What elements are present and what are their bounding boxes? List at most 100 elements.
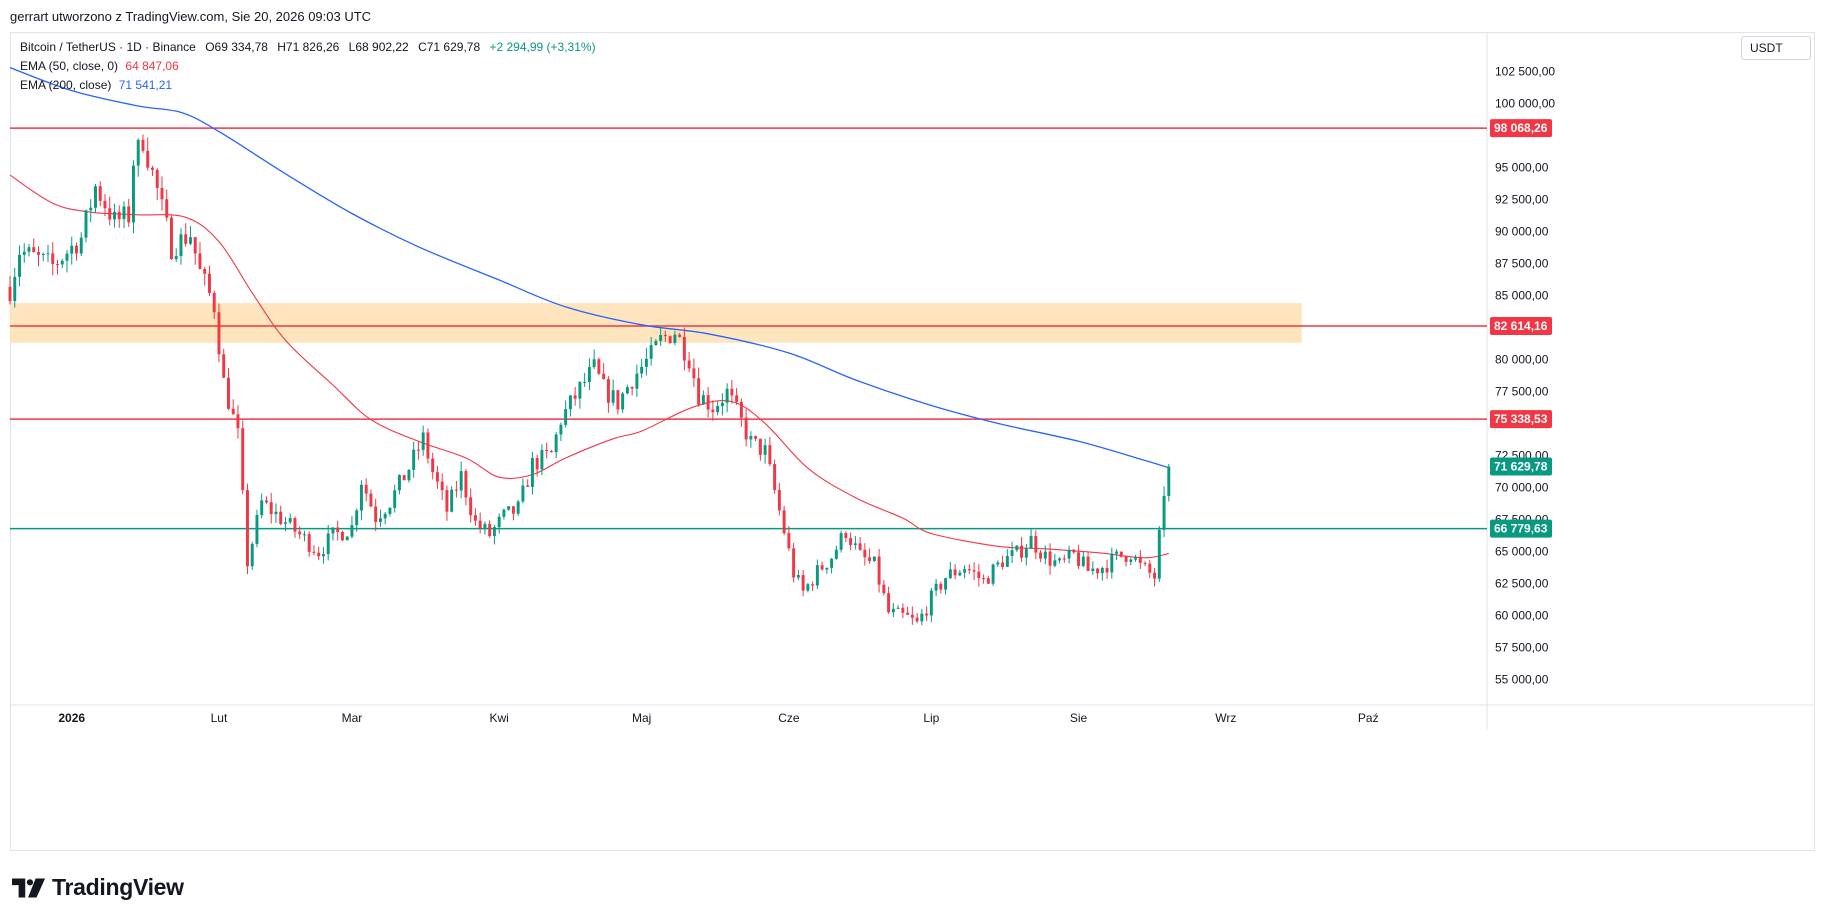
candle-body — [1043, 551, 1047, 559]
candle — [65, 249, 69, 273]
candle-body — [692, 368, 696, 379]
legend-ema200-row[interactable]: EMA (200, close) 71 541,21 — [20, 76, 602, 95]
candle — [1096, 567, 1100, 579]
legend-symbol[interactable]: Bitcoin / TetherUS · 1D · Binance — [20, 40, 196, 54]
candle-body — [611, 390, 615, 403]
candle-body — [454, 489, 458, 491]
candle — [473, 508, 477, 526]
candle-body — [1010, 550, 1014, 556]
candle-body — [597, 359, 601, 374]
candle-body — [412, 449, 416, 470]
candle — [1067, 545, 1071, 564]
chart-credit: gerrart utworzono z TradingView.com, Sie… — [10, 9, 372, 24]
candle-body — [321, 554, 325, 557]
currency-selector[interactable]: USDT — [1741, 36, 1811, 60]
candle — [554, 432, 558, 459]
candle-body — [521, 485, 525, 502]
candle — [545, 442, 549, 459]
candle-body — [255, 515, 259, 544]
candle — [497, 513, 501, 534]
candle — [986, 575, 990, 584]
candle-body — [792, 548, 796, 578]
candle-body — [407, 469, 411, 481]
legend-high: H71 826,26 — [277, 40, 340, 54]
candle — [127, 198, 131, 227]
candle-body — [1105, 567, 1109, 573]
candle-body — [56, 264, 59, 266]
candle — [1105, 559, 1109, 579]
candle — [293, 516, 297, 538]
legend-ema50-row[interactable]: EMA (50, close, 0) 64 847,06 — [20, 57, 602, 76]
candle — [654, 339, 658, 346]
tradingview-brand[interactable]: TradingView — [12, 874, 184, 901]
candle — [1015, 545, 1019, 552]
candle — [359, 480, 363, 521]
candle — [735, 387, 739, 405]
candle-body — [46, 253, 50, 255]
candle — [426, 428, 430, 464]
candle — [1143, 561, 1147, 567]
candle-body — [421, 432, 425, 450]
candle — [435, 465, 439, 489]
candle — [321, 547, 325, 564]
candle-body — [920, 613, 924, 622]
candle — [388, 507, 392, 517]
candle — [170, 214, 173, 260]
candle-body — [749, 436, 753, 440]
price-tick-label: 92 500,00 — [1495, 192, 1549, 206]
candle — [630, 386, 634, 396]
candle-body — [1157, 529, 1161, 579]
candle — [1157, 526, 1161, 583]
candle-body — [573, 395, 577, 399]
candle-body — [217, 312, 221, 355]
candle — [801, 570, 805, 597]
candle-body — [682, 336, 686, 361]
candle — [806, 582, 810, 593]
candle-body — [1124, 556, 1128, 562]
candle-body — [625, 387, 629, 394]
candle-body — [830, 558, 834, 568]
candle-body — [402, 475, 406, 481]
candle — [212, 290, 216, 319]
candle-body — [901, 607, 905, 613]
time-tick-label: Kwi — [489, 711, 508, 725]
price-tick-label: 62 500,00 — [1495, 576, 1549, 590]
candle — [564, 400, 568, 428]
candle-body — [84, 210, 88, 238]
candle — [1138, 550, 1142, 570]
candle — [649, 336, 653, 366]
candle — [336, 520, 340, 541]
candle-body — [1119, 551, 1123, 557]
candle — [939, 581, 943, 594]
candle-body — [450, 489, 454, 512]
candle-body — [758, 438, 762, 455]
candle — [108, 196, 112, 226]
candle — [207, 265, 211, 297]
candle-body — [41, 253, 45, 255]
candle-body — [269, 502, 273, 515]
candle — [84, 209, 88, 243]
candle — [79, 232, 83, 257]
candle — [606, 376, 610, 413]
candle-body — [231, 408, 235, 415]
candle — [245, 483, 249, 575]
candle — [151, 165, 154, 176]
candle — [920, 608, 924, 626]
candle-body — [426, 432, 430, 459]
candle — [863, 543, 867, 566]
candle-body — [483, 523, 487, 529]
candle — [659, 327, 663, 346]
candle-body — [839, 533, 843, 550]
candle — [407, 469, 411, 483]
candle-body — [545, 449, 549, 452]
candle-body — [568, 395, 572, 410]
legend-low: L68 902,22 — [348, 40, 409, 54]
candle — [758, 438, 762, 461]
candle-body — [1129, 559, 1133, 562]
legend-ohlc-row: Bitcoin / TetherUS · 1D · Binance O69 33… — [20, 38, 602, 57]
candle — [749, 431, 753, 448]
candle — [421, 425, 425, 456]
candle-body — [431, 458, 435, 473]
candle-body — [188, 237, 192, 244]
